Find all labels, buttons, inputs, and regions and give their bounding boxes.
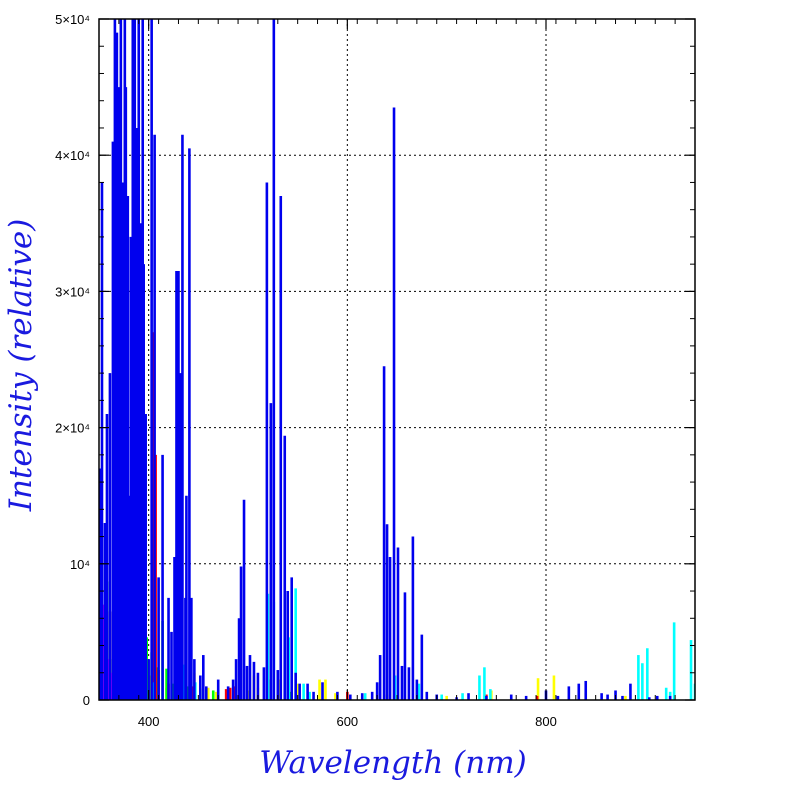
y-tick-label: 2×10⁴ [55,421,90,436]
series-3 [133,332,539,700]
y-tick-label: 3×10⁴ [55,284,90,299]
x-tick-label: 400 [138,714,160,729]
y-axis-title: Intensity (relative) [3,219,39,513]
x-axis-title: Wavelength (nm) [259,745,526,781]
axis-ticks [98,18,696,701]
y-axis-tick-labels: 0 10⁴ 2×10⁴ 3×10⁴ 4×10⁴ 5×10⁴ [55,12,90,708]
y-tick-label: 0 [83,693,90,708]
series-5 [99,19,672,700]
grid-lines [99,19,695,700]
x-axis-tick-labels: 400 600 800 [138,714,557,729]
emission-lines [99,19,695,700]
y-tick-label: 4×10⁴ [55,148,90,163]
x-tick-label: 600 [336,714,358,729]
x-tick-label: 800 [535,714,557,729]
y-tick-label: 5×10⁴ [55,12,90,27]
y-tick-label: 10⁴ [70,557,90,572]
